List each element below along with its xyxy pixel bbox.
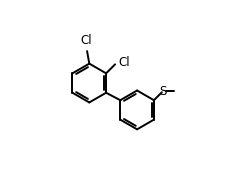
- Text: S: S: [159, 85, 166, 98]
- Text: Cl: Cl: [119, 56, 130, 69]
- Text: Cl: Cl: [80, 34, 92, 47]
